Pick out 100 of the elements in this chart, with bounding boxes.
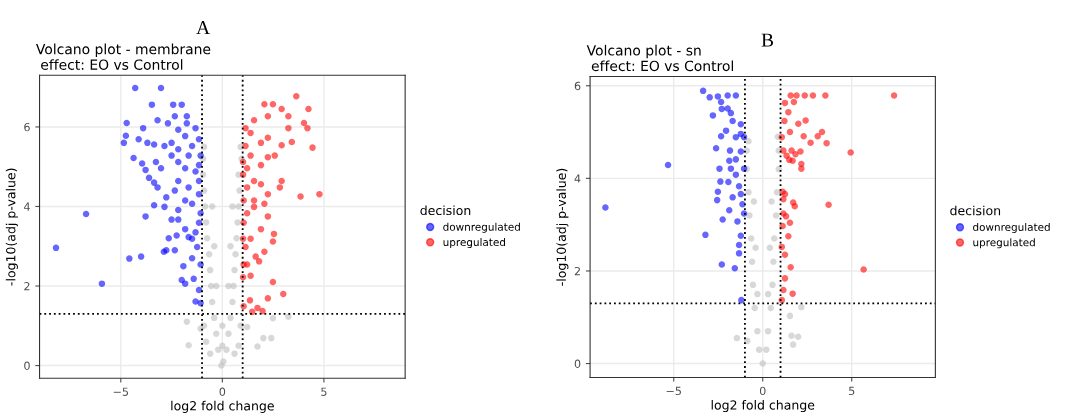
point <box>825 201 832 209</box>
point <box>769 281 776 289</box>
point <box>223 346 230 353</box>
point <box>755 346 763 353</box>
y-tick-label: 0 <box>24 361 30 370</box>
point <box>814 132 821 140</box>
point <box>229 298 236 306</box>
point <box>712 145 720 152</box>
point <box>231 266 238 274</box>
point <box>713 196 721 204</box>
point <box>225 330 232 337</box>
text: A <box>196 21 210 34</box>
point <box>225 282 232 290</box>
point <box>732 171 740 178</box>
y-tick-label: 4 <box>574 174 581 183</box>
point <box>787 92 794 99</box>
point <box>795 120 802 127</box>
point <box>709 112 717 119</box>
legend-title: decision <box>950 205 1001 216</box>
point <box>789 290 796 297</box>
point <box>781 275 789 282</box>
point <box>749 281 757 289</box>
point <box>726 207 733 214</box>
point <box>746 212 753 219</box>
point <box>780 147 787 154</box>
point <box>197 325 204 332</box>
point <box>727 165 735 172</box>
point <box>747 235 755 242</box>
y-tick-label: 0 <box>574 359 581 368</box>
point <box>766 244 774 252</box>
point <box>779 222 786 230</box>
point <box>219 322 226 330</box>
point <box>735 182 743 190</box>
x-axis-title: log2 fold change <box>171 400 274 413</box>
point <box>890 92 898 99</box>
point <box>724 105 731 112</box>
point <box>745 188 752 196</box>
point <box>717 98 725 106</box>
point <box>780 286 787 294</box>
point <box>227 314 234 322</box>
point <box>781 251 789 259</box>
point <box>797 148 804 155</box>
point <box>767 304 774 312</box>
point <box>232 250 239 258</box>
point <box>764 327 772 335</box>
point <box>234 219 241 226</box>
point <box>788 147 795 154</box>
point <box>716 165 723 172</box>
point <box>203 235 211 242</box>
point <box>798 165 805 172</box>
point <box>201 203 209 210</box>
legend-title: decision <box>420 205 471 216</box>
point <box>699 87 707 95</box>
point <box>725 178 732 186</box>
point <box>210 243 218 250</box>
point <box>752 244 759 252</box>
legend-label: downregulated <box>973 222 1050 234</box>
point <box>737 120 745 128</box>
point <box>729 194 736 201</box>
point <box>718 261 726 268</box>
point <box>202 219 210 226</box>
point <box>786 312 794 320</box>
y-tick-label: 6 <box>24 122 30 132</box>
y-tick-label: 2 <box>574 266 580 276</box>
point <box>763 346 770 353</box>
legend-label: upregulated <box>973 238 1035 249</box>
legend-label: upregulated <box>443 238 505 249</box>
point <box>785 108 792 116</box>
point <box>602 204 609 211</box>
point <box>229 203 236 210</box>
point <box>231 350 238 357</box>
point <box>791 202 799 210</box>
point <box>702 231 709 239</box>
point <box>745 138 752 145</box>
point <box>790 98 798 106</box>
point <box>800 132 807 140</box>
point <box>778 243 786 251</box>
point <box>185 342 192 349</box>
point <box>664 161 672 169</box>
point <box>787 264 794 271</box>
point <box>737 232 745 240</box>
point <box>269 314 277 322</box>
point <box>717 132 725 140</box>
point <box>260 334 267 342</box>
point <box>733 334 741 342</box>
point <box>818 128 826 136</box>
point <box>860 266 867 273</box>
point <box>732 133 740 141</box>
point <box>780 195 787 203</box>
chart-title: Volcano plot - membrane effect: EO vs Control <box>36 43 211 70</box>
point <box>768 198 775 205</box>
point <box>714 188 722 196</box>
legend-label: downregulated <box>443 222 520 233</box>
point <box>206 266 214 274</box>
point <box>202 338 210 345</box>
x-tick-label: 0 <box>219 387 226 396</box>
point <box>183 318 191 326</box>
point <box>847 149 854 156</box>
point <box>235 342 242 349</box>
point <box>807 139 814 146</box>
